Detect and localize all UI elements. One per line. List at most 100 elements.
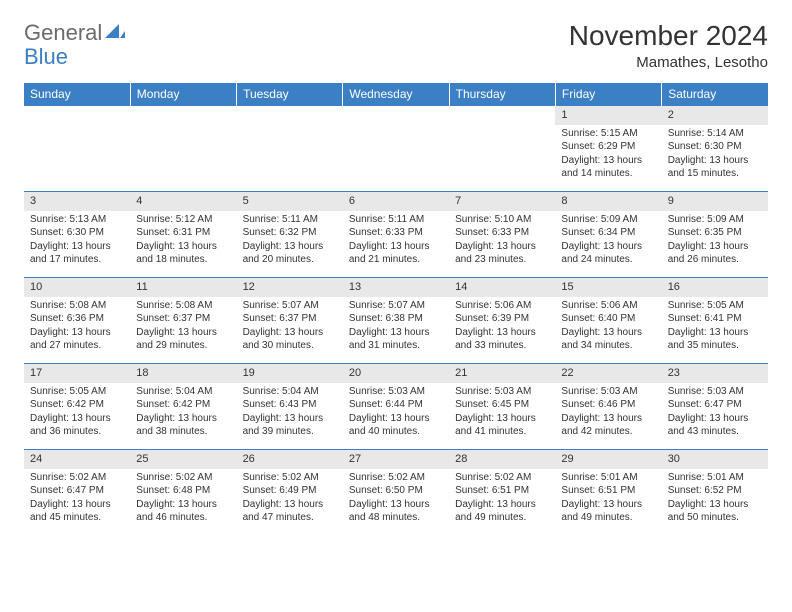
calendar-cell: 6Sunrise: 5:11 AMSunset: 6:33 PMDaylight…: [343, 192, 449, 278]
day-line: Daylight: 13 hours: [668, 240, 762, 254]
day-line: Daylight: 13 hours: [349, 412, 443, 426]
calendar-cell: [130, 106, 236, 192]
day-line: Sunrise: 5:15 AM: [561, 127, 655, 141]
day-line: Daylight: 13 hours: [243, 498, 337, 512]
calendar-week-row: 17Sunrise: 5:05 AMSunset: 6:42 PMDayligh…: [24, 364, 768, 450]
day-number: [130, 106, 236, 122]
calendar-cell: 19Sunrise: 5:04 AMSunset: 6:43 PMDayligh…: [237, 364, 343, 450]
day-line: Sunrise: 5:11 AM: [243, 213, 337, 227]
day-number: 12: [237, 278, 343, 297]
day-line: Daylight: 13 hours: [136, 412, 230, 426]
day-line: Sunrise: 5:10 AM: [455, 213, 549, 227]
calendar-cell: 20Sunrise: 5:03 AMSunset: 6:44 PMDayligh…: [343, 364, 449, 450]
day-content: Sunrise: 5:03 AMSunset: 6:44 PMDaylight:…: [343, 383, 449, 443]
day-line: Sunset: 6:45 PM: [455, 398, 549, 412]
day-line: and 48 minutes.: [349, 511, 443, 525]
day-line: Sunrise: 5:02 AM: [136, 471, 230, 485]
day-number: [449, 106, 555, 122]
weekday-header: Friday: [555, 83, 661, 106]
day-line: and 15 minutes.: [668, 167, 762, 181]
day-line: and 33 minutes.: [455, 339, 549, 353]
calendar-cell: 15Sunrise: 5:06 AMSunset: 6:40 PMDayligh…: [555, 278, 661, 364]
day-content: Sunrise: 5:13 AMSunset: 6:30 PMDaylight:…: [24, 211, 130, 271]
day-line: Sunset: 6:42 PM: [30, 398, 124, 412]
day-content: Sunrise: 5:09 AMSunset: 6:34 PMDaylight:…: [555, 211, 661, 271]
day-number: [343, 106, 449, 122]
day-line: and 29 minutes.: [136, 339, 230, 353]
weekday-header: Thursday: [449, 83, 555, 106]
day-number: 21: [449, 364, 555, 383]
day-number: 15: [555, 278, 661, 297]
day-line: Sunset: 6:38 PM: [349, 312, 443, 326]
day-number: 26: [237, 450, 343, 469]
weekday-header: Tuesday: [237, 83, 343, 106]
calendar-cell: 23Sunrise: 5:03 AMSunset: 6:47 PMDayligh…: [662, 364, 768, 450]
calendar-cell: 17Sunrise: 5:05 AMSunset: 6:42 PMDayligh…: [24, 364, 130, 450]
day-number: 22: [555, 364, 661, 383]
day-line: Sunrise: 5:08 AM: [136, 299, 230, 313]
day-content: Sunrise: 5:09 AMSunset: 6:35 PMDaylight:…: [662, 211, 768, 271]
day-line: Sunrise: 5:03 AM: [349, 385, 443, 399]
day-number: 4: [130, 192, 236, 211]
day-line: Daylight: 13 hours: [455, 240, 549, 254]
calendar-cell: 27Sunrise: 5:02 AMSunset: 6:50 PMDayligh…: [343, 450, 449, 536]
day-line: Daylight: 13 hours: [561, 326, 655, 340]
day-line: Sunrise: 5:02 AM: [455, 471, 549, 485]
day-content: Sunrise: 5:02 AMSunset: 6:47 PMDaylight:…: [24, 469, 130, 529]
location: Mamathes, Lesotho: [569, 54, 768, 71]
day-line: Daylight: 13 hours: [136, 326, 230, 340]
day-number: 9: [662, 192, 768, 211]
day-line: Daylight: 13 hours: [136, 240, 230, 254]
day-line: Daylight: 13 hours: [455, 412, 549, 426]
day-line: Daylight: 13 hours: [243, 240, 337, 254]
day-content: Sunrise: 5:05 AMSunset: 6:42 PMDaylight:…: [24, 383, 130, 443]
day-number: [24, 106, 130, 122]
day-number: 18: [130, 364, 236, 383]
day-line: Daylight: 13 hours: [30, 326, 124, 340]
day-content: Sunrise: 5:05 AMSunset: 6:41 PMDaylight:…: [662, 297, 768, 357]
day-line: Sunset: 6:36 PM: [30, 312, 124, 326]
calendar-cell: 8Sunrise: 5:09 AMSunset: 6:34 PMDaylight…: [555, 192, 661, 278]
calendar-header-row: SundayMondayTuesdayWednesdayThursdayFrid…: [24, 83, 768, 106]
day-line: Sunrise: 5:04 AM: [243, 385, 337, 399]
day-line: Sunset: 6:34 PM: [561, 226, 655, 240]
day-content: Sunrise: 5:10 AMSunset: 6:33 PMDaylight:…: [449, 211, 555, 271]
calendar-cell: 13Sunrise: 5:07 AMSunset: 6:38 PMDayligh…: [343, 278, 449, 364]
day-line: and 50 minutes.: [668, 511, 762, 525]
day-content: Sunrise: 5:07 AMSunset: 6:37 PMDaylight:…: [237, 297, 343, 357]
day-content: Sunrise: 5:08 AMSunset: 6:37 PMDaylight:…: [130, 297, 236, 357]
day-line: and 23 minutes.: [455, 253, 549, 267]
day-line: and 17 minutes.: [30, 253, 124, 267]
day-line: Daylight: 13 hours: [455, 498, 549, 512]
day-line: Sunset: 6:33 PM: [349, 226, 443, 240]
calendar-cell: [449, 106, 555, 192]
day-line: and 45 minutes.: [30, 511, 124, 525]
calendar-cell: [237, 106, 343, 192]
day-line: Sunrise: 5:02 AM: [30, 471, 124, 485]
day-line: and 18 minutes.: [136, 253, 230, 267]
day-number: 13: [343, 278, 449, 297]
day-line: and 41 minutes.: [455, 425, 549, 439]
day-content: Sunrise: 5:06 AMSunset: 6:40 PMDaylight:…: [555, 297, 661, 357]
day-line: Sunset: 6:51 PM: [561, 484, 655, 498]
day-line: and 36 minutes.: [30, 425, 124, 439]
calendar-cell: 9Sunrise: 5:09 AMSunset: 6:35 PMDaylight…: [662, 192, 768, 278]
month-title: November 2024: [569, 20, 768, 52]
day-line: Sunset: 6:52 PM: [668, 484, 762, 498]
day-line: Sunset: 6:37 PM: [243, 312, 337, 326]
day-line: and 49 minutes.: [561, 511, 655, 525]
day-line: Daylight: 13 hours: [30, 412, 124, 426]
day-line: and 34 minutes.: [561, 339, 655, 353]
day-number: 20: [343, 364, 449, 383]
logo-sail-icon: [105, 20, 125, 46]
day-line: Daylight: 13 hours: [349, 498, 443, 512]
day-line: and 35 minutes.: [668, 339, 762, 353]
calendar-table: SundayMondayTuesdayWednesdayThursdayFrid…: [24, 83, 768, 536]
day-number: 27: [343, 450, 449, 469]
day-line: Sunset: 6:29 PM: [561, 140, 655, 154]
day-line: Sunrise: 5:05 AM: [668, 299, 762, 313]
day-content: [237, 122, 343, 128]
day-number: 8: [555, 192, 661, 211]
calendar-cell: 30Sunrise: 5:01 AMSunset: 6:52 PMDayligh…: [662, 450, 768, 536]
weekday-header: Wednesday: [343, 83, 449, 106]
